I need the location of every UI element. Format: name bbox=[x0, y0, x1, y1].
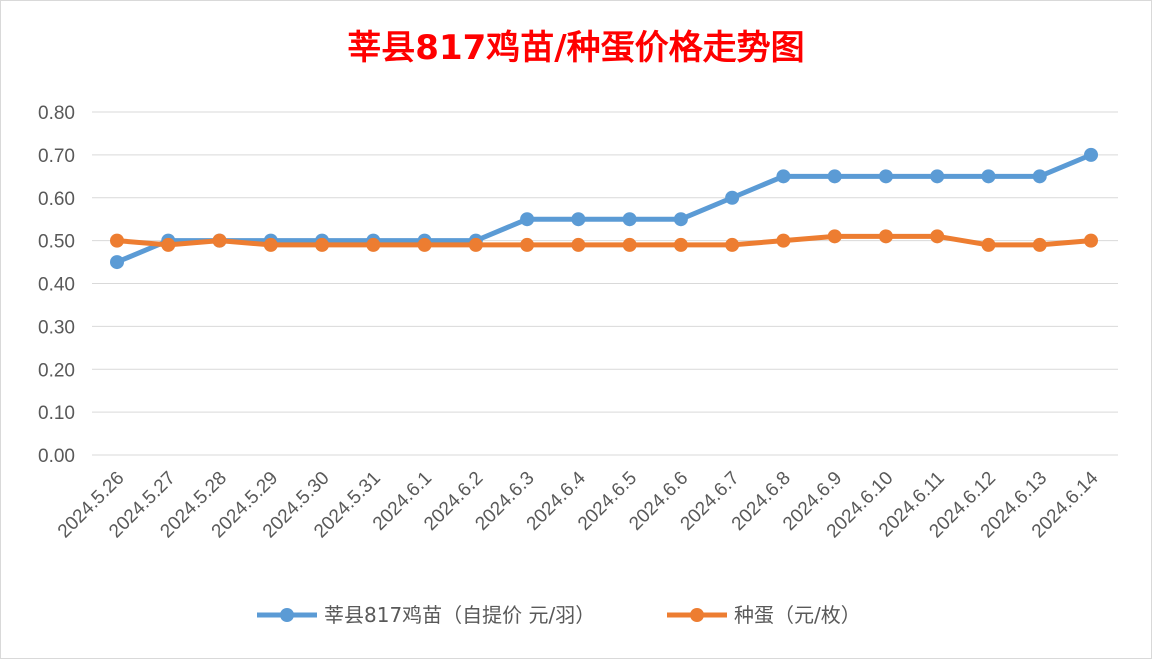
y-tick-label: 0.40 bbox=[38, 275, 75, 296]
y-tick-label: 0.80 bbox=[38, 103, 75, 124]
data-point bbox=[110, 233, 124, 248]
y-tick-label: 0.70 bbox=[38, 146, 75, 167]
data-point bbox=[622, 237, 637, 252]
y-tick-label: 0.10 bbox=[38, 403, 75, 424]
data-point bbox=[417, 237, 432, 252]
data-point bbox=[1032, 169, 1047, 184]
data-point bbox=[571, 212, 586, 227]
data-point bbox=[878, 169, 893, 184]
data-point bbox=[520, 212, 535, 227]
y-tick-label: 0.60 bbox=[38, 189, 75, 210]
data-point bbox=[878, 229, 893, 244]
data-point bbox=[776, 233, 791, 248]
data-point bbox=[776, 169, 791, 184]
data-point bbox=[827, 169, 842, 184]
data-point bbox=[725, 190, 740, 205]
legend-label: 莘县817鸡苗（自提价 元/羽） bbox=[324, 603, 595, 627]
legend-swatch-marker bbox=[280, 608, 294, 622]
data-point bbox=[263, 237, 278, 252]
data-point bbox=[673, 212, 688, 227]
data-point bbox=[366, 237, 381, 252]
data-point bbox=[930, 229, 945, 244]
legend: 莘县817鸡苗（自提价 元/羽） 种蛋（元/枚） bbox=[257, 603, 861, 627]
y-tick-label: 0.00 bbox=[38, 446, 75, 467]
data-point bbox=[981, 237, 996, 252]
series-line bbox=[114, 152, 1094, 265]
data-point bbox=[520, 237, 535, 252]
data-point bbox=[1084, 233, 1098, 248]
data-point bbox=[161, 237, 176, 252]
legend-item: 种蛋（元/枚） bbox=[667, 603, 861, 627]
series-1 bbox=[110, 147, 1098, 270]
data-point bbox=[673, 237, 688, 252]
legend-item: 莘县817鸡苗（自提价 元/羽） bbox=[257, 603, 595, 627]
data-point bbox=[827, 229, 842, 244]
chart-title: 莘县817鸡苗/种蛋价格走势图 bbox=[347, 28, 804, 68]
data-point bbox=[981, 169, 996, 184]
legend-swatch-marker bbox=[690, 608, 704, 622]
series-2 bbox=[110, 229, 1098, 252]
series-line bbox=[114, 233, 1094, 248]
data-point bbox=[622, 212, 637, 227]
data-point bbox=[315, 237, 330, 252]
legend-label: 种蛋（元/枚） bbox=[734, 603, 861, 627]
data-point bbox=[212, 233, 227, 248]
data-point bbox=[1032, 237, 1047, 252]
x-axis-ticks: 2024.5.262024.5.272024.5.282024.5.292024… bbox=[54, 467, 1103, 542]
gridlines bbox=[92, 111, 1118, 456]
series-lines bbox=[110, 147, 1098, 270]
y-tick-label: 0.20 bbox=[38, 360, 75, 381]
data-point bbox=[1084, 147, 1098, 162]
data-point bbox=[725, 237, 740, 252]
data-point bbox=[930, 169, 945, 184]
data-point bbox=[110, 255, 124, 270]
y-tick-label: 0.30 bbox=[38, 317, 75, 338]
data-point bbox=[571, 237, 586, 252]
y-tick-label: 0.50 bbox=[38, 232, 75, 253]
y-axis-ticks: 0.00 0.10 0.20 0.30 0.40 0.50 0.60 0.70 0.80 bbox=[38, 103, 75, 467]
data-point bbox=[468, 237, 483, 252]
